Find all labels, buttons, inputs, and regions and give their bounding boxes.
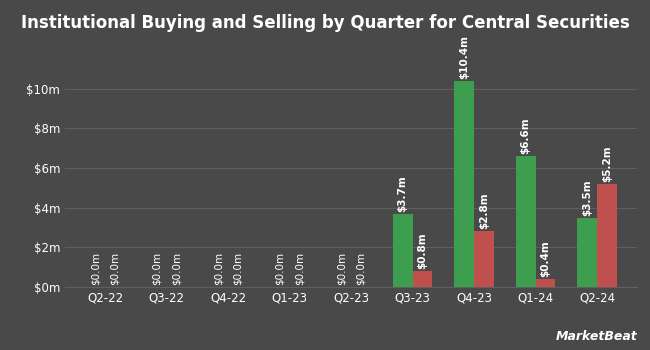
Bar — [454, 81, 474, 287]
Bar — [577, 218, 597, 287]
Bar — [393, 214, 413, 287]
Bar — [516, 156, 536, 287]
Text: $3.7m: $3.7m — [398, 175, 408, 212]
Text: $0.0m: $0.0m — [336, 252, 346, 285]
Text: $0.4m: $0.4m — [540, 240, 551, 277]
Text: $5.2m: $5.2m — [602, 145, 612, 182]
Text: $0.0m: $0.0m — [294, 252, 304, 285]
Bar — [413, 271, 432, 287]
Text: $0.0m: $0.0m — [233, 252, 243, 285]
Text: $6.6m: $6.6m — [521, 118, 530, 154]
Text: $0.8m: $0.8m — [417, 232, 427, 269]
Text: MarketBeat: MarketBeat — [555, 330, 637, 343]
Text: $0.0m: $0.0m — [110, 252, 120, 285]
Text: Institutional Buying and Selling by Quarter for Central Securities: Institutional Buying and Selling by Quar… — [21, 14, 629, 32]
Text: $0.0m: $0.0m — [275, 252, 285, 285]
Text: $3.5m: $3.5m — [582, 179, 592, 216]
Text: $0.0m: $0.0m — [356, 252, 366, 285]
Text: $0.0m: $0.0m — [151, 252, 162, 285]
Bar — [474, 231, 494, 287]
Bar — [597, 184, 617, 287]
Text: $2.8m: $2.8m — [479, 193, 489, 230]
Text: $0.0m: $0.0m — [213, 252, 223, 285]
Text: $10.4m: $10.4m — [459, 35, 469, 79]
Text: $0.0m: $0.0m — [90, 252, 100, 285]
Bar — [536, 279, 555, 287]
Text: $0.0m: $0.0m — [172, 252, 181, 285]
